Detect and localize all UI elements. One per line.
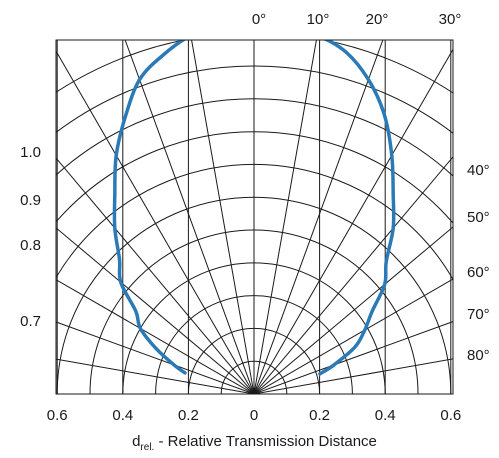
angular-gridline — [191, 40, 255, 394]
angular-gridline — [253, 226, 453, 394]
angular-gridline — [253, 358, 453, 394]
angular-gridline — [56, 279, 255, 394]
angle-tick-label: 40° — [467, 162, 490, 179]
angular-gridline — [253, 40, 317, 394]
angular-gridline — [253, 48, 453, 394]
radius-tick-label: 0.7 — [20, 313, 41, 330]
angle-tick-label: 80° — [467, 347, 490, 364]
x-axis-label-main: d — [132, 433, 140, 450]
tick-labels: 0.6 0.4 0.2 0 0.2 0.4 0.6 0° 10° 20° 30° 40° 50° 60° 7… — [20, 11, 490, 424]
angular-gridline — [253, 40, 384, 394]
angular-gridline — [253, 321, 453, 394]
angular-gridline — [124, 40, 255, 394]
angular-gridline — [56, 321, 255, 394]
x-tick-label: 0 — [250, 407, 258, 424]
radial-gridline — [56, 98, 453, 177]
x-tick-label: 0.4 — [112, 407, 133, 424]
angle-tick-label: 0° — [252, 11, 266, 28]
series-line — [112, 40, 396, 376]
angular-gridline — [253, 156, 453, 394]
grid — [56, 40, 453, 394]
radial-gridline — [56, 40, 453, 94]
radius-tick-label: 0.8 — [20, 237, 41, 254]
angle-tick-label: 20° — [366, 11, 389, 28]
x-axis-label: drel. - Relative Transmission Distance — [132, 433, 377, 453]
angle-tick-label: 70° — [467, 306, 490, 323]
plot-frame — [55, 39, 454, 395]
x-axis-label-rest: - Relative Transmission Distance — [154, 433, 377, 450]
angle-tick-label: 10° — [307, 11, 330, 28]
radius-tick-label: 0.9 — [20, 192, 41, 209]
radius-tick-label: 1.0 — [20, 144, 41, 161]
angular-gridline — [56, 227, 255, 394]
x-tick-label: 0.2 — [309, 407, 330, 424]
angle-tick-label: 50° — [467, 209, 490, 226]
angular-gridline — [56, 358, 255, 394]
x-tick-label: 0.6 — [440, 407, 461, 424]
angle-tick-label: 60° — [467, 264, 490, 281]
angular-gridline — [56, 50, 255, 394]
angular-gridline — [56, 157, 255, 394]
x-tick-label: 0.2 — [178, 407, 199, 424]
x-tick-label: 0.6 — [47, 407, 68, 424]
x-tick-label: 0.4 — [375, 407, 396, 424]
series-layer — [112, 40, 396, 376]
angular-gridline — [253, 278, 453, 394]
x-axis-label-sub: rel. — [140, 442, 154, 453]
angle-tick-label: 30° — [439, 11, 462, 28]
